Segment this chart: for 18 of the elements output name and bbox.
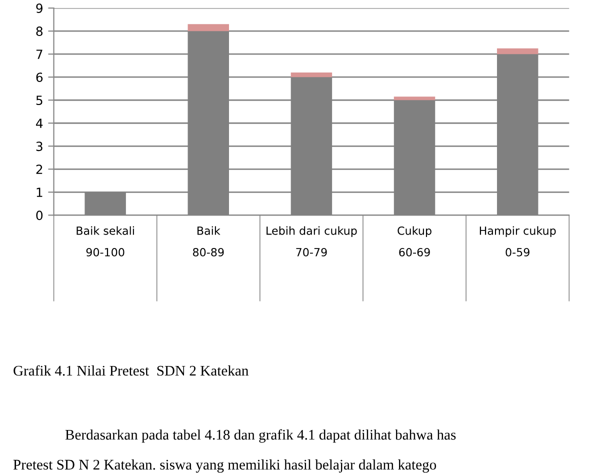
y-tick-label: 0: [36, 210, 43, 220]
text: Grafik 4.1 Nilai Pretest SDN 2 Katekan: [14, 365, 248, 376]
y-tick-label: 7: [36, 50, 42, 59]
y-tick-label: 5: [36, 96, 42, 106]
x-tick-label: Cukup 60-69: [398, 226, 432, 256]
y-tick-label: 6: [36, 72, 43, 82]
text: Pretest SD N 2 Katekan. siswa yang memiliki hasil belajar dalam katego: [13, 459, 436, 473]
y-tick-label: 8: [36, 26, 43, 36]
x-tick-label: Hampir cukup 0-59: [480, 226, 556, 256]
x-tick-label: Baik sekali 90-100: [76, 226, 134, 256]
y-tick-label: 2: [36, 164, 42, 174]
y-tick-label: 1: [36, 188, 42, 197]
y-tick-label: 4: [36, 118, 43, 128]
y-tick-label: 3: [36, 142, 42, 152]
x-tick-label: Lebih dari cukup 70-79: [266, 226, 357, 256]
text: Berdasarkan pada tabel 4.18 dan grafik 4.1 dapat dilihat bahwa has: [65, 429, 456, 443]
x-tick-label: Baik 80-89: [192, 226, 224, 256]
y-tick-label: 9: [36, 4, 42, 13]
